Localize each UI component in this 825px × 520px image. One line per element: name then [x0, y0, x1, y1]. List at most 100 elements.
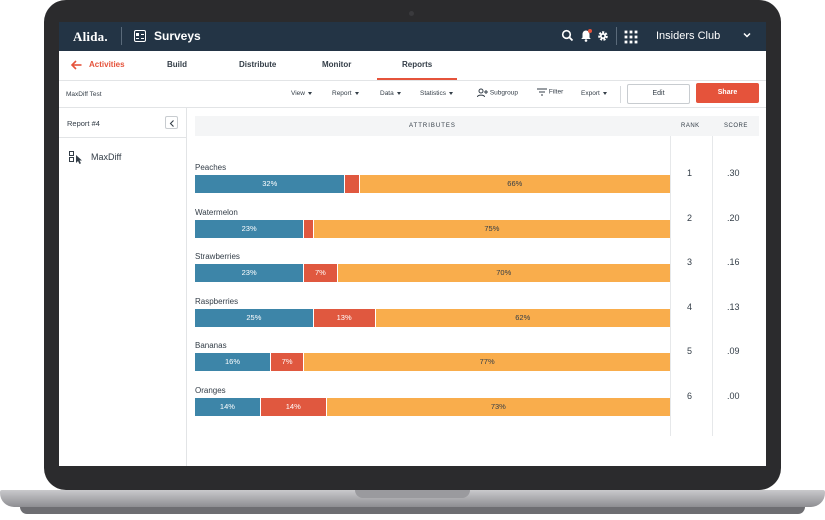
best-segment[interactable]: 32% [195, 175, 346, 193]
worst-segment[interactable]: 14% [260, 397, 327, 416]
caret-down-icon [602, 91, 607, 95]
report-sidebar: Report #4 MaxDiff [59, 108, 187, 466]
score-value: .20 [727, 212, 740, 223]
laptop-notch [355, 490, 470, 498]
neutral-segment[interactable]: 77% [304, 353, 670, 371]
neutral-segment[interactable]: 73% [326, 397, 670, 416]
laptop-base [0, 490, 825, 507]
attribute-label: Peaches [195, 163, 227, 172]
tab-distribute[interactable]: Distribute [239, 60, 277, 69]
chevron-left-icon [169, 119, 174, 127]
notification-dot [588, 29, 592, 33]
rank-value: 6 [687, 390, 693, 401]
worst-segment[interactable]: 7% [304, 264, 338, 282]
worst-segment[interactable] [304, 219, 314, 238]
export-menu[interactable]: Export [581, 90, 607, 97]
attribute-label: Bananas [195, 341, 227, 350]
neutral-segment[interactable]: 70% [337, 264, 670, 282]
best-segment[interactable]: 23% [195, 264, 305, 282]
toolbar-divider [620, 86, 621, 103]
sidebar-title: Report #4 [67, 119, 100, 128]
share-button[interactable]: Share [696, 83, 759, 103]
screen: Alida. Surveys Insiders Club [59, 22, 766, 466]
statistics-menu-label: Statistics [420, 90, 447, 97]
org-switcher[interactable]: Insiders Club [656, 30, 721, 42]
topbar-divider [616, 27, 617, 45]
attribute-label: Watermelon [195, 207, 238, 217]
table-header: ATTRIBUTES RANK SCORE [195, 116, 759, 136]
neutral-segment[interactable]: 62% [375, 308, 670, 327]
subgroup-label: Subgroup [489, 89, 519, 97]
worst-segment[interactable]: 13% [313, 308, 376, 327]
camera [409, 11, 414, 16]
rank-value: 2 [687, 212, 693, 223]
gear-icon[interactable] [596, 29, 610, 43]
best-segment[interactable]: 14% [195, 397, 261, 416]
caret-down-icon [354, 91, 359, 95]
attributes-header: ATTRIBUTES [409, 123, 456, 129]
tab-reports[interactable]: Reports [402, 60, 433, 69]
worst-segment[interactable] [345, 175, 360, 193]
best-segment[interactable]: 25% [195, 308, 314, 327]
best-segment[interactable]: 16% [195, 353, 271, 371]
report-name: MaxDiff Test [66, 91, 102, 98]
nav-bar: Activities Build Distribute Monitor Repo… [59, 51, 766, 81]
caret-down-icon [449, 91, 454, 95]
subgroup-button[interactable]: Subgroup [476, 88, 518, 98]
search-icon[interactable] [561, 29, 575, 43]
edit-button[interactable]: Edit [627, 84, 690, 104]
apps-grid-icon[interactable] [624, 30, 638, 44]
attribute-label: Raspberries [195, 296, 239, 306]
column-divider [712, 136, 713, 436]
column-divider [670, 136, 671, 436]
score-value: .16 [727, 257, 740, 267]
collapse-sidebar-button[interactable] [165, 116, 178, 129]
attribute-label: Strawberries [195, 252, 240, 261]
alida-logo[interactable]: Alida. [73, 29, 108, 44]
neutral-segment[interactable]: 66% [359, 175, 670, 193]
worst-segment[interactable]: 7% [271, 353, 305, 371]
tab-monitor[interactable]: Monitor [322, 60, 352, 69]
rank-value: 4 [687, 301, 693, 312]
score-header: SCORE [724, 123, 748, 129]
score-value: .00 [727, 390, 740, 401]
tab-build[interactable]: Build [167, 60, 187, 69]
score-value: .30 [727, 168, 740, 178]
add-user-icon [477, 88, 488, 98]
active-tab-indicator [377, 78, 457, 80]
rank-value: 3 [687, 257, 693, 267]
score-value: .13 [727, 301, 740, 312]
rank-value: 5 [687, 346, 693, 356]
caret-down-icon [396, 91, 401, 95]
view-menu[interactable]: View [291, 90, 312, 97]
report-menu-label: Report [332, 90, 352, 97]
report-main: ATTRIBUTES RANK SCORE Peaches 32% 66% 1 .30 W… [187, 108, 766, 466]
filter-icon [537, 88, 547, 96]
tab-activities[interactable]: Activities [89, 60, 125, 69]
chevron-down-icon[interactable] [742, 30, 752, 40]
topbar-divider [121, 27, 122, 45]
view-menu-label: View [291, 90, 305, 97]
score-value: .09 [727, 346, 740, 356]
rank-value: 1 [687, 168, 693, 178]
app-title: Surveys [154, 29, 201, 43]
data-menu-label: Data [380, 90, 394, 97]
sidebar-item-maxdiff[interactable]: MaxDiff [69, 151, 179, 165]
best-segment[interactable]: 23% [195, 219, 305, 238]
top-bar: Alida. Surveys Insiders Club [59, 22, 766, 51]
report-menu[interactable]: Report [332, 90, 359, 97]
back-arrow-icon[interactable] [71, 60, 82, 70]
maxdiff-icon [69, 151, 82, 164]
neutral-segment[interactable]: 75% [313, 219, 670, 238]
attribute-label: Oranges [195, 385, 226, 395]
filter-button[interactable]: Filter [537, 88, 563, 96]
filter-label: Filter [548, 88, 564, 96]
caret-down-icon [307, 91, 312, 95]
laptop-base-bottom [20, 507, 805, 514]
rank-header: RANK [681, 123, 700, 129]
export-menu-label: Export [581, 90, 600, 97]
surveys-app-icon [134, 30, 146, 42]
sidebar-item-label: MaxDiff [91, 152, 122, 162]
statistics-menu[interactable]: Statistics [420, 90, 454, 97]
data-menu[interactable]: Data [380, 90, 401, 97]
